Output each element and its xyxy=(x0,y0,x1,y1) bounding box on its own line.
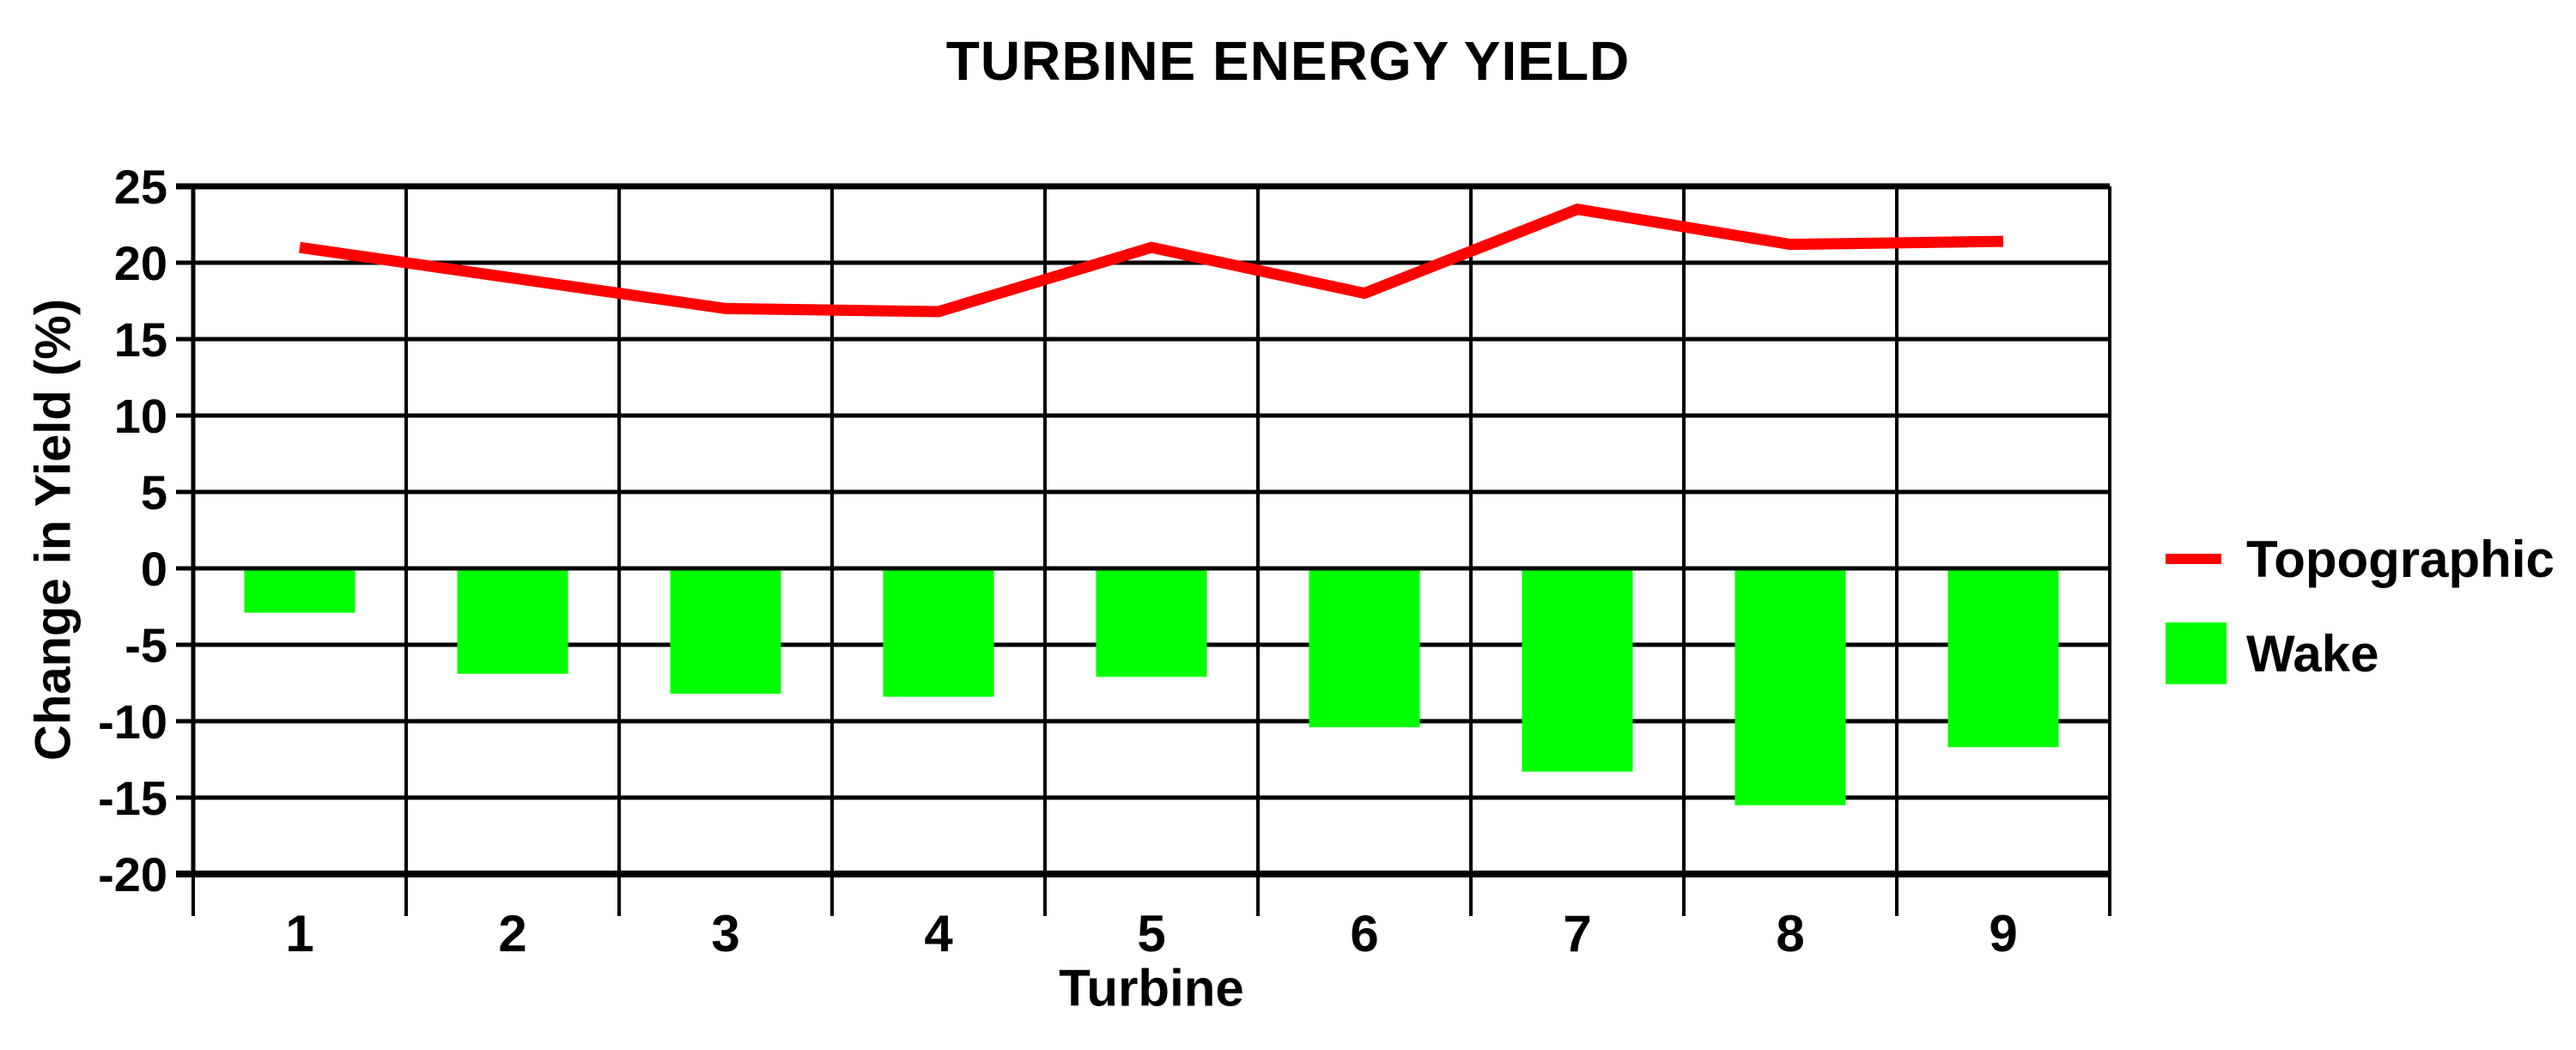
y-tick-label: -15 xyxy=(98,771,167,825)
x-tick-label: 9 xyxy=(1989,905,2017,962)
wake-bar xyxy=(244,568,355,613)
x-tick-label: 3 xyxy=(711,905,739,962)
y-tick-label: 5 xyxy=(141,465,167,519)
topographic-line xyxy=(299,203,2004,318)
y-tick-label: -20 xyxy=(98,847,167,901)
wake-bar xyxy=(883,568,994,697)
wake-bar xyxy=(1522,568,1633,772)
y-tick-label: 10 xyxy=(114,389,167,443)
x-tick-label: 1 xyxy=(285,905,313,962)
wake-bar xyxy=(1309,568,1420,728)
wake-bar xyxy=(457,568,568,674)
wake-bar xyxy=(670,568,781,694)
legend-item-topographic: Topographic xyxy=(2166,523,2555,595)
legend: Topographic Wake xyxy=(2166,523,2555,712)
x-tick-label: 7 xyxy=(1563,905,1591,962)
wake-bar xyxy=(1735,568,1846,805)
legend-label-wake: Wake xyxy=(2246,624,2379,683)
y-axis-title: Change in Yield (%) xyxy=(25,298,82,762)
x-tick-label: 5 xyxy=(1137,905,1165,962)
y-tick-label: -10 xyxy=(98,695,167,749)
y-tick-label: 20 xyxy=(114,236,167,290)
legend-label-topographic: Topographic xyxy=(2246,530,2555,588)
x-axis-title: Turbine xyxy=(1059,959,1244,1017)
chart-title: TURBINE ENERGY YIELD xyxy=(945,30,1631,92)
topographic-line-swatch xyxy=(2166,554,2221,564)
x-tick-label: 6 xyxy=(1350,905,1378,962)
x-tick-label: 4 xyxy=(924,905,953,962)
y-tick-label: 15 xyxy=(114,313,167,367)
wake-bar-swatch xyxy=(2166,622,2227,684)
x-tick-label: 2 xyxy=(498,905,526,962)
y-tick-label: 25 xyxy=(114,160,167,214)
x-tick-label: 8 xyxy=(1776,905,1804,962)
wake-bar xyxy=(1096,568,1207,677)
legend-item-wake: Wake xyxy=(2166,617,2555,689)
y-tick-label: -5 xyxy=(125,618,167,672)
wake-bar xyxy=(1947,568,2059,748)
y-tick-label: 0 xyxy=(141,542,167,596)
